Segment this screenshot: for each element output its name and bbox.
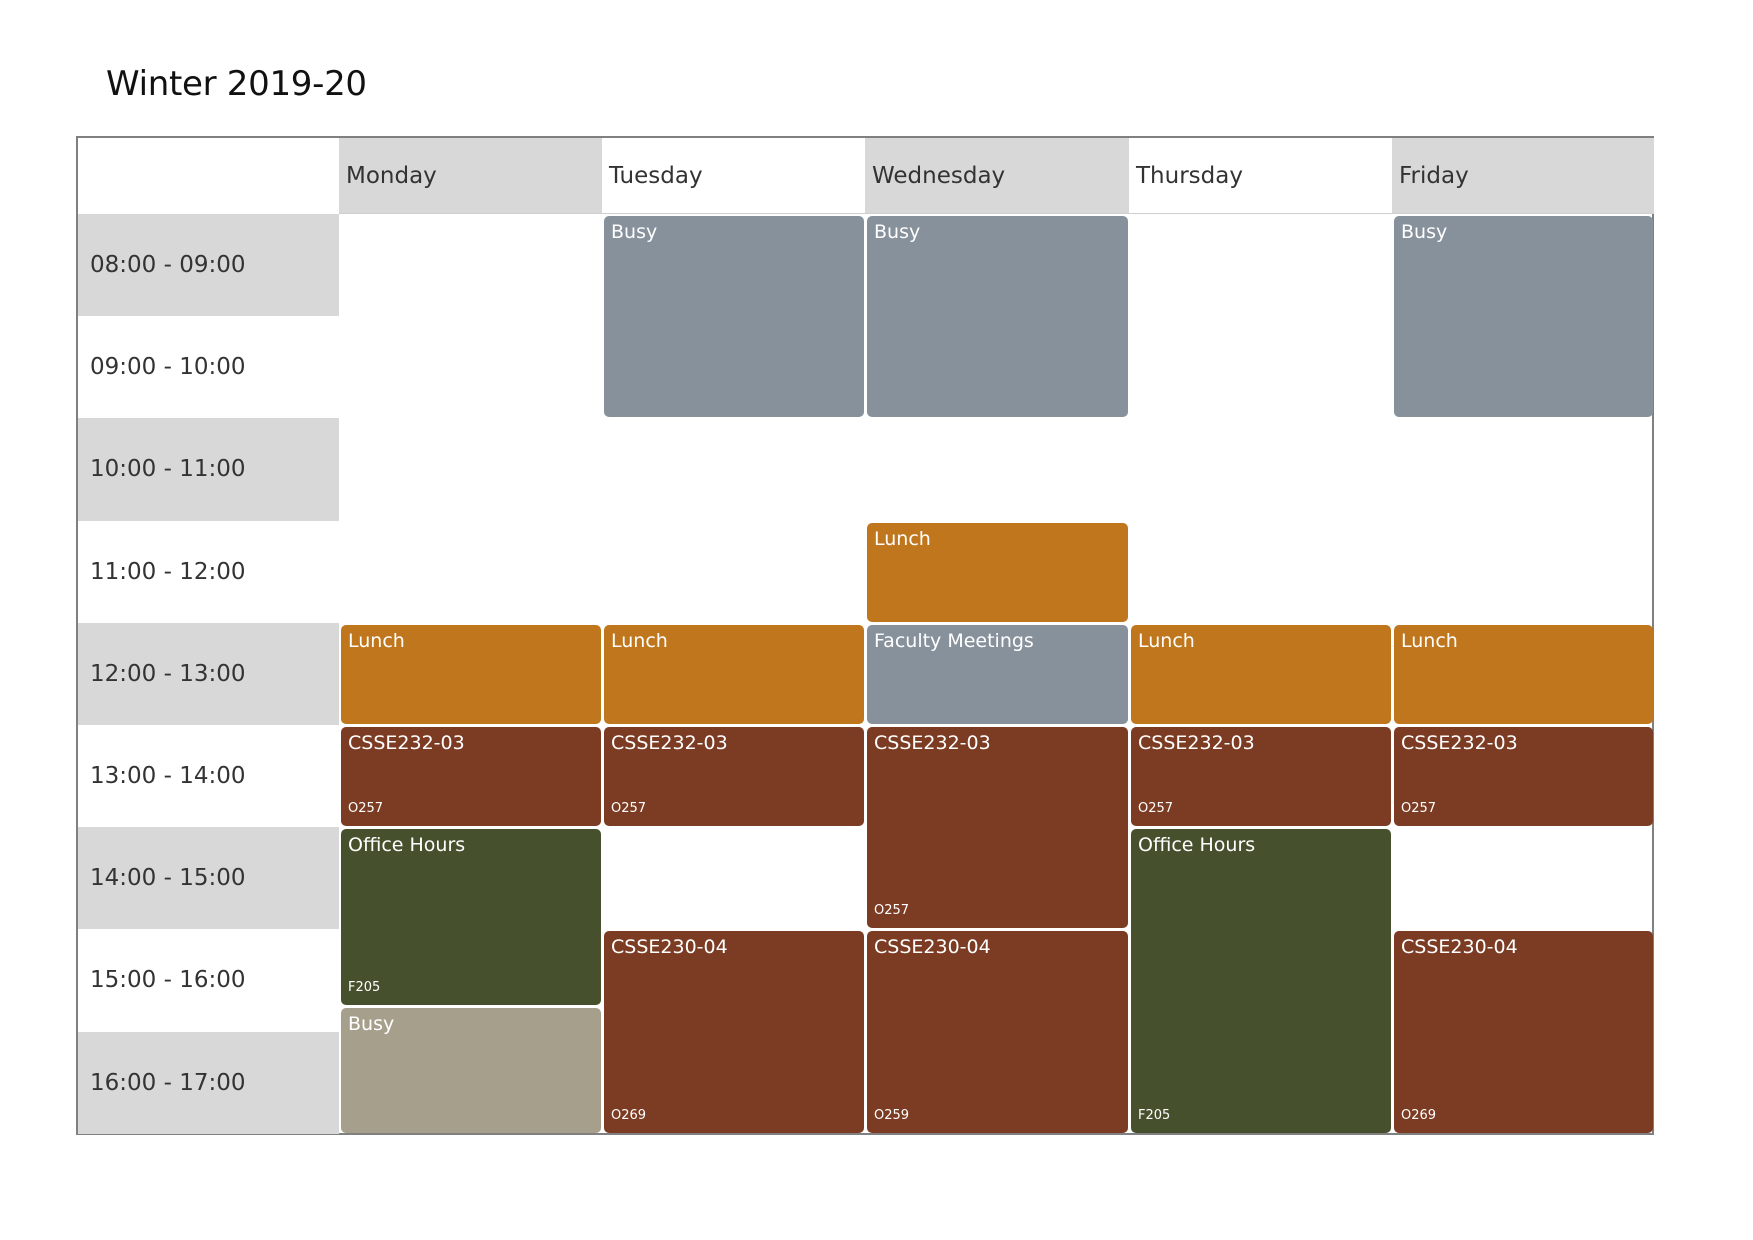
time-slot-label: 11:00 - 12:00: [90, 558, 246, 585]
event-block[interactable]: Busy: [1394, 216, 1653, 418]
event-block[interactable]: Lunch: [341, 624, 601, 724]
event-room: F205: [1138, 1107, 1171, 1123]
event-title: Faculty Meetings: [874, 629, 1034, 652]
event-title: CSSE232-03: [1138, 732, 1255, 754]
event-title: Lunch: [611, 629, 668, 652]
day-header-friday: Friday: [1392, 138, 1654, 214]
event-block[interactable]: CSSE232-03 O257: [1394, 727, 1653, 827]
event-room: O259: [874, 1107, 910, 1123]
event-block[interactable]: CSSE232-03 O257: [867, 727, 1128, 929]
event-room: O269: [611, 1107, 647, 1123]
event-block[interactable]: CSSE232-03 O257: [341, 727, 601, 827]
time-slot-label: 10:00 - 11:00: [78, 418, 339, 521]
event-block[interactable]: CSSE232-03 O257: [1131, 727, 1391, 827]
time-slot-label: 14:00 - 15:00: [78, 827, 339, 930]
event-block[interactable]: Lunch: [604, 624, 864, 724]
event-block[interactable]: CSSE230-04 O269: [1394, 931, 1653, 1133]
schedule-frame: [76, 136, 1654, 1135]
event-title: CSSE232-03: [1401, 732, 1518, 754]
event-room: O257: [611, 801, 647, 817]
day-header-monday: Monday: [339, 138, 602, 214]
event-room: O269: [1401, 1107, 1437, 1123]
event-title: Lunch: [348, 629, 405, 652]
event-title: CSSE230-04: [611, 936, 728, 959]
event-block[interactable]: Lunch: [867, 522, 1128, 622]
event-title: Lunch: [874, 527, 931, 550]
event-block[interactable]: Office Hours F205: [341, 829, 601, 1006]
event-title: Lunch: [1401, 629, 1458, 652]
event-title: CSSE230-04: [1401, 936, 1518, 959]
time-slot-label: 12:00 - 13:00: [78, 622, 339, 725]
event-block[interactable]: CSSE230-04 O259: [867, 931, 1128, 1133]
event-title: CSSE232-03: [611, 732, 728, 754]
event-block[interactable]: CSSE230-04 O269: [604, 931, 864, 1133]
event-room: O257: [1138, 801, 1174, 817]
event-block[interactable]: Office Hours F205: [1131, 829, 1391, 1133]
day-header-wednesday: Wednesday: [865, 138, 1129, 214]
event-title: Busy: [611, 221, 658, 243]
event-title: Busy: [874, 221, 921, 243]
event-room: O257: [1401, 801, 1437, 817]
event-block[interactable]: Busy: [867, 216, 1128, 418]
event-title: Busy: [348, 1013, 395, 1036]
event-block[interactable]: Faculty Meetings: [867, 624, 1128, 724]
event-block[interactable]: Lunch: [1131, 624, 1391, 724]
time-slot-label: 08:00 - 09:00: [78, 214, 339, 317]
event-room: O257: [348, 801, 384, 817]
event-block[interactable]: Lunch: [1394, 624, 1653, 724]
event-title: Office Hours: [1138, 834, 1256, 857]
event-title: CSSE230-04: [874, 936, 991, 959]
event-title: Busy: [1401, 221, 1448, 243]
page-title: Winter 2019-20: [106, 64, 367, 104]
event-block[interactable]: Busy: [341, 1008, 601, 1133]
time-slot-label: 13:00 - 14:00: [90, 763, 246, 790]
event-room: O257: [874, 903, 910, 919]
day-header-thursday: Thursday: [1129, 138, 1392, 214]
event-block[interactable]: CSSE232-03 O257: [604, 727, 864, 827]
time-slot-label: 16:00 - 17:00: [78, 1031, 339, 1134]
event-room: F205: [348, 980, 381, 996]
event-title: CSSE232-03: [348, 732, 465, 754]
event-title: Office Hours: [348, 834, 466, 857]
event-block[interactable]: Busy: [604, 216, 864, 418]
day-header-tuesday: Tuesday: [602, 138, 865, 214]
event-title: CSSE232-03: [874, 732, 991, 754]
time-slot-label: 15:00 - 16:00: [90, 967, 246, 994]
time-slot-label: 09:00 - 10:00: [90, 354, 246, 381]
event-title: Lunch: [1138, 629, 1195, 652]
